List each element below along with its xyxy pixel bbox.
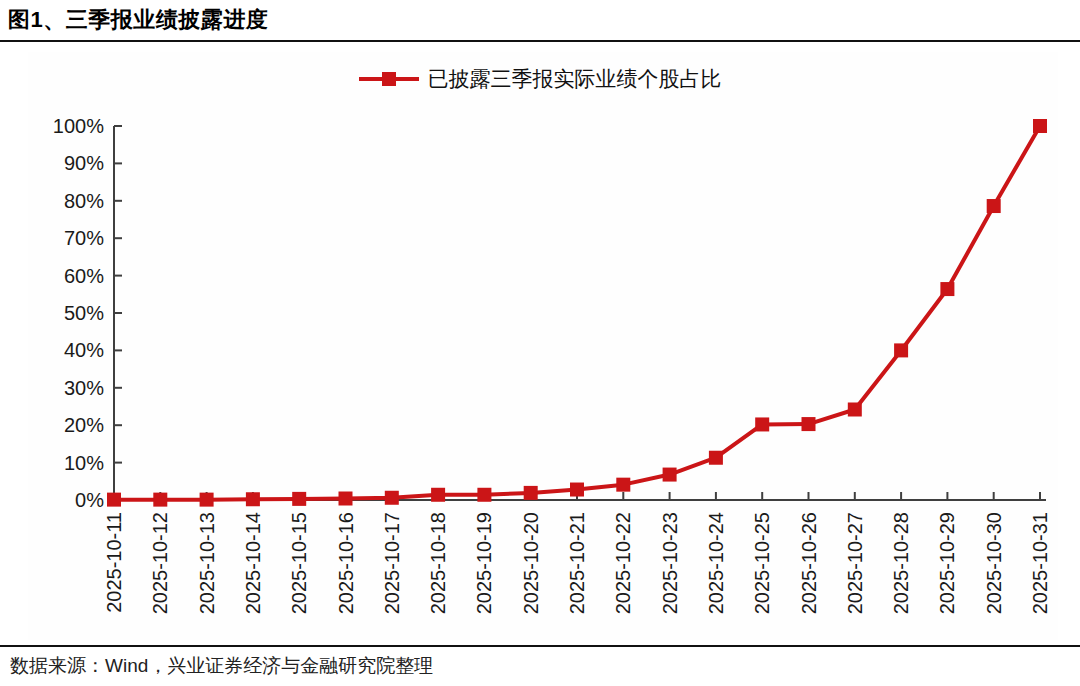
- data-point-marker: [894, 343, 908, 357]
- footer-separator-line: [0, 645, 1080, 647]
- data-source-note: 数据来源：Wind，兴业证券经济与金融研究院整理: [10, 653, 433, 679]
- x-tick-label: 2025-10-22: [612, 512, 634, 614]
- x-tick-label: 2025-10-28: [890, 512, 912, 614]
- y-tick-label: 30%: [64, 377, 104, 399]
- x-tick-label: 2025-10-20: [520, 512, 542, 614]
- x-tick-label: 2025-10-13: [196, 512, 218, 614]
- data-point-marker: [940, 282, 954, 296]
- data-point-marker: [339, 492, 353, 506]
- data-point-marker: [524, 486, 538, 500]
- data-point-marker: [200, 493, 214, 507]
- y-tick-label: 60%: [64, 265, 104, 287]
- x-tick-label: 2025-10-11: [103, 512, 125, 613]
- data-point-marker: [987, 199, 1001, 213]
- x-tick-label: 2025-10-30: [983, 512, 1005, 614]
- data-point-marker: [107, 493, 121, 507]
- data-point-marker: [802, 417, 816, 431]
- data-point-marker: [153, 493, 167, 507]
- data-point-marker: [570, 483, 584, 497]
- x-tick-label: 2025-10-29: [936, 512, 958, 614]
- x-tick-label: 2025-10-15: [288, 512, 310, 614]
- x-tick-label: 2025-10-18: [427, 512, 449, 614]
- y-tick-label: 20%: [64, 414, 104, 436]
- y-tick-label: 10%: [64, 452, 104, 474]
- x-tick-label: 2025-10-24: [705, 512, 727, 614]
- x-tick-label: 2025-10-12: [149, 512, 171, 614]
- x-tick-label: 2025-10-27: [844, 512, 866, 614]
- data-point-marker: [755, 417, 769, 431]
- data-point-marker: [848, 402, 862, 416]
- data-point-marker: [709, 451, 723, 465]
- x-tick-label: 2025-10-25: [751, 512, 773, 614]
- y-tick-label: 50%: [64, 302, 104, 324]
- data-point-marker: [1033, 119, 1047, 133]
- x-tick-label: 2025-10-19: [473, 512, 495, 614]
- y-tick-label: 0%: [75, 489, 104, 511]
- x-tick-label: 2025-10-17: [381, 512, 403, 614]
- data-point-marker: [246, 492, 260, 506]
- data-point-marker: [616, 478, 630, 492]
- y-tick-label: 80%: [64, 190, 104, 212]
- y-tick-label: 100%: [53, 115, 104, 137]
- y-tick-label: 70%: [64, 227, 104, 249]
- line-chart: 0% 10% 20% 30% 40% 50% 60% 70% 80% 90% 100% 2025-10…: [0, 0, 1080, 686]
- x-tick-label: 2025-10-21: [566, 512, 588, 614]
- x-tick-label: 2025-10-23: [659, 512, 681, 614]
- x-tick-label: 2025-10-31: [1029, 512, 1051, 614]
- figure-panel: 图1、三季报业绩披露进度 已披露三季报实际业绩个股占比 0%10%20%30%4…: [0, 0, 1080, 686]
- data-point-marker: [431, 488, 445, 502]
- y-tick-label: 40%: [64, 339, 104, 361]
- x-tick-label: 2025-10-14: [242, 512, 264, 614]
- data-point-marker: [477, 488, 491, 502]
- series-line: [114, 126, 1040, 500]
- y-tick-label: 90%: [64, 152, 104, 174]
- data-point-marker: [385, 491, 399, 505]
- data-point-marker: [663, 468, 677, 482]
- x-tick-label: 2025-10-16: [335, 512, 357, 614]
- data-point-marker: [292, 492, 306, 506]
- x-tick-label: 2025-10-26: [798, 512, 820, 614]
